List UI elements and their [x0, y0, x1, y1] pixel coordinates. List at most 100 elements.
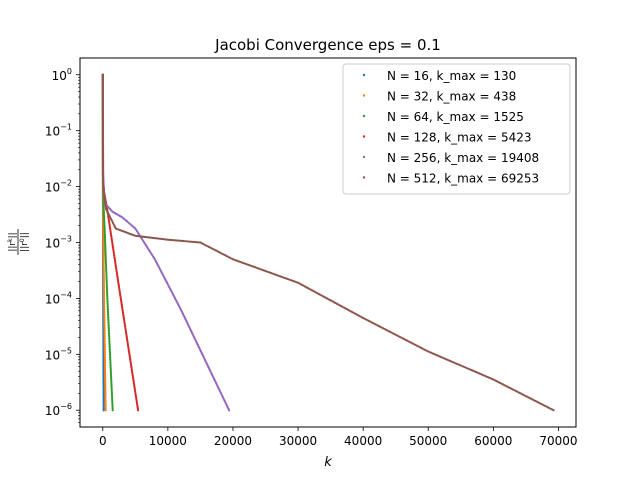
x-tick-label: 10000 — [149, 434, 187, 448]
series-point — [110, 380, 113, 383]
series-point — [102, 264, 105, 267]
series-point — [102, 365, 105, 369]
series-point — [103, 238, 107, 241]
series-point — [104, 265, 108, 268]
series-point — [106, 303, 109, 306]
series-point — [103, 318, 106, 321]
legend-label: N = 128, k_max = 5423 — [387, 131, 532, 145]
series-point — [102, 377, 105, 380]
legend-marker — [362, 73, 366, 77]
series-point — [109, 358, 112, 361]
series-point — [103, 364, 107, 367]
series-point — [102, 169, 105, 172]
series-point — [107, 326, 110, 329]
series-point — [104, 396, 107, 399]
series-point — [104, 393, 107, 396]
series-point — [102, 359, 105, 362]
y-tick-label: 10−3 — [45, 235, 72, 251]
series-point — [104, 399, 107, 402]
series-point — [101, 100, 104, 104]
series-point — [102, 380, 105, 383]
series-point — [109, 362, 112, 366]
series-point — [103, 297, 106, 300]
series-point — [103, 308, 106, 311]
series-point — [103, 335, 106, 338]
series-point — [101, 156, 105, 159]
series-point — [103, 305, 106, 308]
series-point — [110, 388, 113, 391]
series-point — [108, 340, 111, 343]
series-point — [102, 242, 105, 245]
series-point — [102, 261, 105, 264]
series-point — [101, 153, 105, 156]
series-point — [106, 292, 109, 295]
series-point — [101, 145, 105, 148]
series-point — [103, 345, 106, 348]
x-tick-label: 60000 — [474, 434, 512, 448]
series-point — [110, 389, 113, 393]
y-tick-label: 10−4 — [45, 290, 72, 306]
series-point — [109, 356, 112, 359]
series-point — [104, 383, 107, 386]
series-point — [102, 397, 105, 401]
series-point — [102, 383, 105, 386]
series-point — [102, 167, 105, 171]
series-point — [104, 386, 107, 389]
series-point — [102, 361, 105, 364]
series-point — [110, 394, 114, 397]
legend-box — [342, 63, 571, 195]
series-point — [103, 228, 106, 231]
series-point — [104, 257, 107, 260]
y-tick-label: 100 — [52, 67, 72, 83]
series-point — [101, 139, 105, 142]
legend-marker — [362, 135, 366, 138]
x-axis-label: k — [324, 455, 332, 470]
series-point — [104, 258, 107, 262]
series-point — [104, 254, 107, 257]
legend-label: N = 16, k_max = 130 — [387, 69, 516, 83]
series-point — [109, 364, 112, 367]
series-point — [105, 289, 109, 292]
series-point — [108, 343, 111, 346]
series-point — [101, 123, 105, 126]
series-point — [106, 294, 109, 297]
series-point — [102, 294, 106, 297]
series-point — [104, 394, 107, 397]
y-axis-ticks: 100 10−1 10−2 10−3 10−4 10−5 10−6 — [45, 67, 80, 423]
y-axis-label-denominator: ||r0|| — [19, 232, 30, 252]
series-point — [101, 124, 105, 127]
series-point — [104, 250, 107, 254]
series-point — [101, 105, 104, 108]
series-point — [107, 314, 110, 318]
legend-label: N = 512, k_max = 69253 — [387, 172, 539, 186]
series-point — [101, 86, 104, 89]
series-point — [106, 295, 109, 298]
series-point — [110, 385, 113, 388]
series-point — [103, 365, 107, 369]
series-point — [101, 104, 104, 107]
series-point — [101, 83, 104, 86]
series-point — [105, 278, 108, 281]
series-point — [110, 381, 113, 385]
series-point — [108, 353, 112, 356]
series-point — [102, 369, 105, 372]
series-point — [103, 369, 107, 372]
series-point — [101, 132, 105, 135]
series-point — [111, 404, 114, 407]
series-point — [111, 405, 114, 409]
series-point — [105, 290, 109, 294]
series-point — [102, 407, 105, 410]
series-point — [105, 270, 108, 273]
series-point — [102, 205, 105, 208]
series-point — [108, 334, 111, 337]
series-point — [104, 244, 107, 247]
series-point — [105, 271, 108, 274]
series-point — [104, 373, 107, 377]
series-point — [110, 378, 113, 381]
series-point — [102, 378, 105, 381]
series-point — [102, 259, 105, 262]
series-point — [103, 225, 106, 228]
series-point — [106, 311, 110, 314]
series-point — [102, 203, 105, 207]
series-point — [111, 409, 114, 412]
